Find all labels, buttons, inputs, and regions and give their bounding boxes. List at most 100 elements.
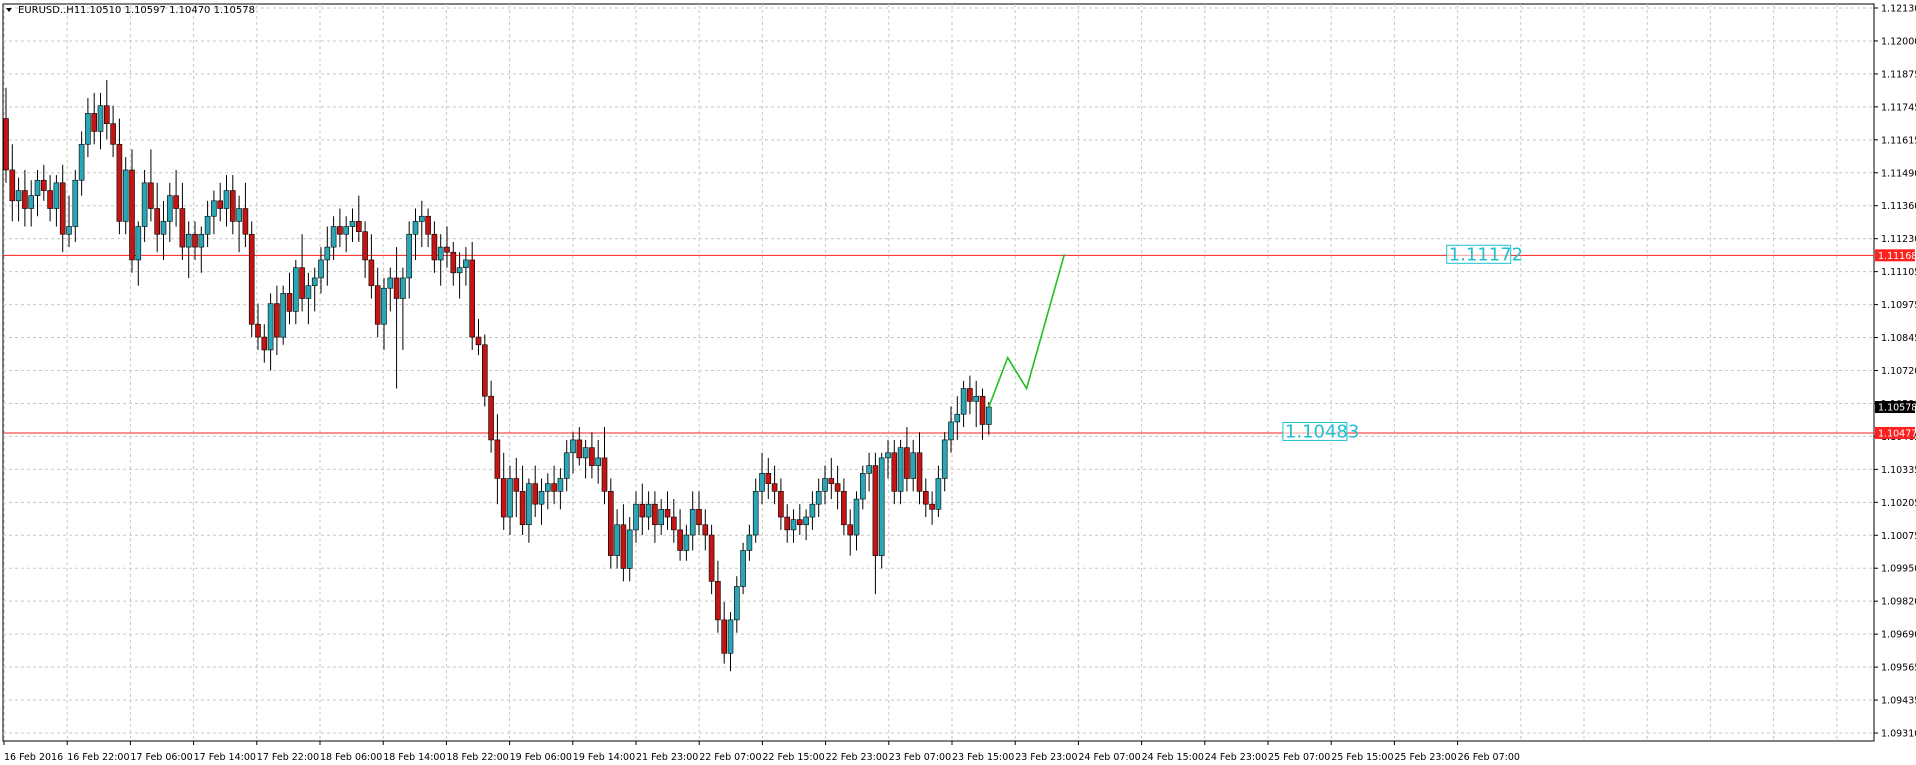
price-annotation: 1.10483 xyxy=(1282,421,1359,442)
candlestick xyxy=(211,190,217,235)
candle-body-bear xyxy=(431,233,438,261)
candlestick xyxy=(979,388,986,440)
candle-body-bear xyxy=(9,169,16,202)
candlestick xyxy=(28,180,35,227)
x-tick-label: 19 Feb 14:00 xyxy=(573,752,635,763)
candle-body-bear xyxy=(274,303,280,338)
y-tick-label: 1.10975 xyxy=(1881,300,1916,311)
candlestick xyxy=(236,195,242,253)
x-tick-label: 21 Feb 23:00 xyxy=(636,752,698,763)
candlestick xyxy=(677,509,683,561)
candlestick xyxy=(349,208,356,242)
candle-body-bear xyxy=(248,233,255,325)
candlestick xyxy=(570,432,576,474)
candle-body-bear xyxy=(500,478,507,518)
candle-body-bull xyxy=(72,179,79,227)
candlestick xyxy=(204,200,211,248)
candle-body-bear xyxy=(715,581,721,621)
candlestick xyxy=(154,182,160,253)
candle-body-bear xyxy=(47,190,53,209)
candle-body-bear xyxy=(771,483,778,492)
candlestick xyxy=(696,491,702,536)
y-tick-label: 1.11875 xyxy=(1881,69,1916,80)
candle-body-bull xyxy=(727,619,734,654)
candlestick xyxy=(891,439,898,505)
candle-body-bear xyxy=(696,509,702,526)
horizontal-levels[interactable] xyxy=(3,254,1874,434)
candlestick xyxy=(305,272,312,325)
candle-body-bull xyxy=(204,215,211,235)
candlestick xyxy=(500,452,507,530)
candlestick xyxy=(708,524,715,595)
annotation-box xyxy=(1446,244,1512,264)
candle-body-bear xyxy=(217,200,223,209)
candlestick xyxy=(872,452,879,595)
candle-body-bull xyxy=(689,509,696,536)
candlestick xyxy=(784,504,791,543)
candle-body-bear xyxy=(179,208,186,248)
candle-body-bull xyxy=(897,447,904,492)
candlestick xyxy=(967,375,973,415)
candle-body-bull xyxy=(28,195,35,209)
price-axis[interactable]: 1.12130 1.12000 1.11875 1.11745 1.11615 1.114… xyxy=(1874,4,1916,740)
candlestick xyxy=(450,241,457,286)
candle-body-bull xyxy=(418,215,425,222)
annotation-box xyxy=(1282,421,1348,441)
x-tick-label: 22 Feb 07:00 xyxy=(699,752,761,763)
y-tick-label: 1.10335 xyxy=(1881,465,1916,476)
candlestick xyxy=(160,200,167,260)
candlestick xyxy=(828,457,835,500)
candle-body-bull xyxy=(122,169,129,222)
candlestick xyxy=(66,195,72,248)
candle-body-bull xyxy=(463,259,469,268)
candle-body-bear xyxy=(589,447,595,466)
candle-body-bull xyxy=(135,226,142,261)
candlesticks xyxy=(3,79,992,672)
candle-body-bear xyxy=(891,452,898,492)
x-tick-label: 22 Feb 15:00 xyxy=(762,752,824,763)
candle-body-bull xyxy=(85,113,91,145)
candlestick xyxy=(664,491,671,530)
candlestick xyxy=(822,465,828,505)
candle-body-bull xyxy=(198,233,205,248)
candle-body-bear xyxy=(255,323,261,338)
candlestick xyxy=(935,465,942,518)
candle-body-bull xyxy=(292,267,299,312)
candlestick xyxy=(910,439,917,492)
candle-body-bear xyxy=(481,344,488,397)
candlestick xyxy=(721,601,728,664)
candlestick xyxy=(702,509,709,551)
price-annotation: 1.11172 xyxy=(1446,244,1523,265)
candle-body-bear xyxy=(488,395,494,441)
level-price-tag xyxy=(1875,249,1915,262)
candlestick xyxy=(589,432,595,479)
candlestick xyxy=(198,226,205,273)
candlestick xyxy=(418,200,425,248)
candlestick xyxy=(607,478,614,569)
candlestick xyxy=(727,612,734,672)
candlestick xyxy=(299,234,305,312)
candlestick xyxy=(179,182,186,260)
candlestick xyxy=(929,491,935,525)
level-price-tag xyxy=(1875,426,1915,439)
candle-body-bull xyxy=(223,190,230,209)
candle-body-bull xyxy=(658,509,665,526)
candlestick xyxy=(230,175,236,235)
candle-body-bull xyxy=(790,519,797,531)
candlestick xyxy=(519,465,526,536)
candle-body-bear xyxy=(148,182,154,209)
annotation-label: 1.10483 xyxy=(1285,421,1359,442)
candle-body-bear xyxy=(59,182,66,235)
collapse-triangle-icon[interactable] xyxy=(6,8,12,12)
candlestick xyxy=(381,277,387,350)
candle-body-bear xyxy=(922,491,929,505)
plot-area[interactable] xyxy=(2,3,1875,742)
candlestick xyxy=(626,517,633,582)
time-axis[interactable]: 16 Feb 2016 16 Feb 22:00 17 Feb 06:00 17 Fe… xyxy=(3,741,1520,763)
candlestick xyxy=(387,267,394,312)
candle-body-bull xyxy=(626,529,633,569)
candle-body-bear xyxy=(513,478,520,492)
x-tick-label: 16 Feb 22:00 xyxy=(67,752,129,763)
x-tick-label: 17 Feb 14:00 xyxy=(194,752,256,763)
candle-body-bear xyxy=(929,503,935,510)
